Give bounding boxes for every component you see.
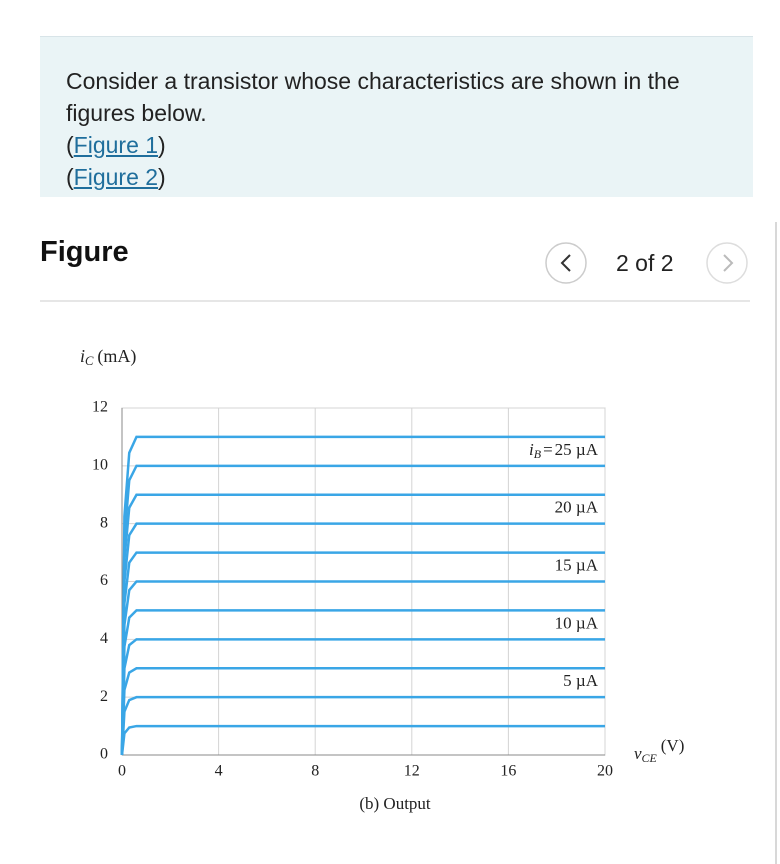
y-label-unit: (mA) <box>97 346 136 367</box>
y-tick-label: 2 <box>100 688 108 705</box>
x-tick-label: 8 <box>311 763 319 780</box>
curve-label-name: 10 µA <box>555 613 599 632</box>
y-label-var: i <box>80 346 85 366</box>
problem-text: Consider a transistor whose characterist… <box>66 65 736 193</box>
curve-label-name: 20 µA <box>555 498 599 517</box>
x-tick-label: 4 <box>215 763 223 780</box>
y-label: iC (mA) <box>80 346 136 368</box>
curve-label-name: 5 µA <box>563 671 599 690</box>
curve-label: 15 µA <box>555 555 599 574</box>
curve-label: iB = 25 µA <box>529 440 599 461</box>
pager-text: 2 of 2 <box>616 250 674 276</box>
x-label-var: v <box>634 744 642 763</box>
y-tick-label: 12 <box>92 399 108 416</box>
curve-label: 20 µA <box>555 498 599 517</box>
y-tick-label: 0 <box>100 746 108 763</box>
link-close: ) <box>158 132 166 158</box>
link-open: ( <box>66 132 74 158</box>
x-tick-label: 20 <box>597 763 613 780</box>
x-label-unit: (V) <box>661 736 685 755</box>
y-tick-label: 10 <box>92 457 108 474</box>
link-close: ) <box>158 164 166 190</box>
figure-link[interactable]: Figure 1 <box>73 132 159 158</box>
prev-button[interactable] <box>545 242 587 284</box>
chart-caption: (b) Output <box>359 794 431 813</box>
x-tick-label: 12 <box>404 763 420 780</box>
y-tick-label: 8 <box>100 514 108 531</box>
curve-label-sign: = <box>543 440 553 459</box>
curve-label-name: 25 µA <box>555 440 599 459</box>
curve-label: 5 µA <box>563 671 599 690</box>
x-label-sub: CE <box>642 751 658 765</box>
figure-link[interactable]: Figure 2 <box>73 164 159 190</box>
y-tick-label: 6 <box>100 572 108 589</box>
x-label: vCE(V) <box>634 736 684 765</box>
problem-statement: Consider a transistor whose characterist… <box>66 68 680 126</box>
curve-label-sub: B <box>534 447 542 461</box>
problem-box: Consider a transistor whose characterist… <box>40 36 753 197</box>
y-tick-label: 4 <box>100 630 108 647</box>
next-button[interactable] <box>706 242 748 284</box>
curve-label-name: 15 µA <box>555 555 599 574</box>
curve-label: 10 µA <box>555 613 599 632</box>
curve <box>120 435 605 756</box>
x-tick-label: 0 <box>118 763 126 780</box>
curve-label-var: i <box>529 440 534 459</box>
x-tick-label: 16 <box>500 763 516 780</box>
figure-title: Figure <box>40 236 129 268</box>
link-open: ( <box>66 164 74 190</box>
y-label-sub: C <box>85 354 94 368</box>
